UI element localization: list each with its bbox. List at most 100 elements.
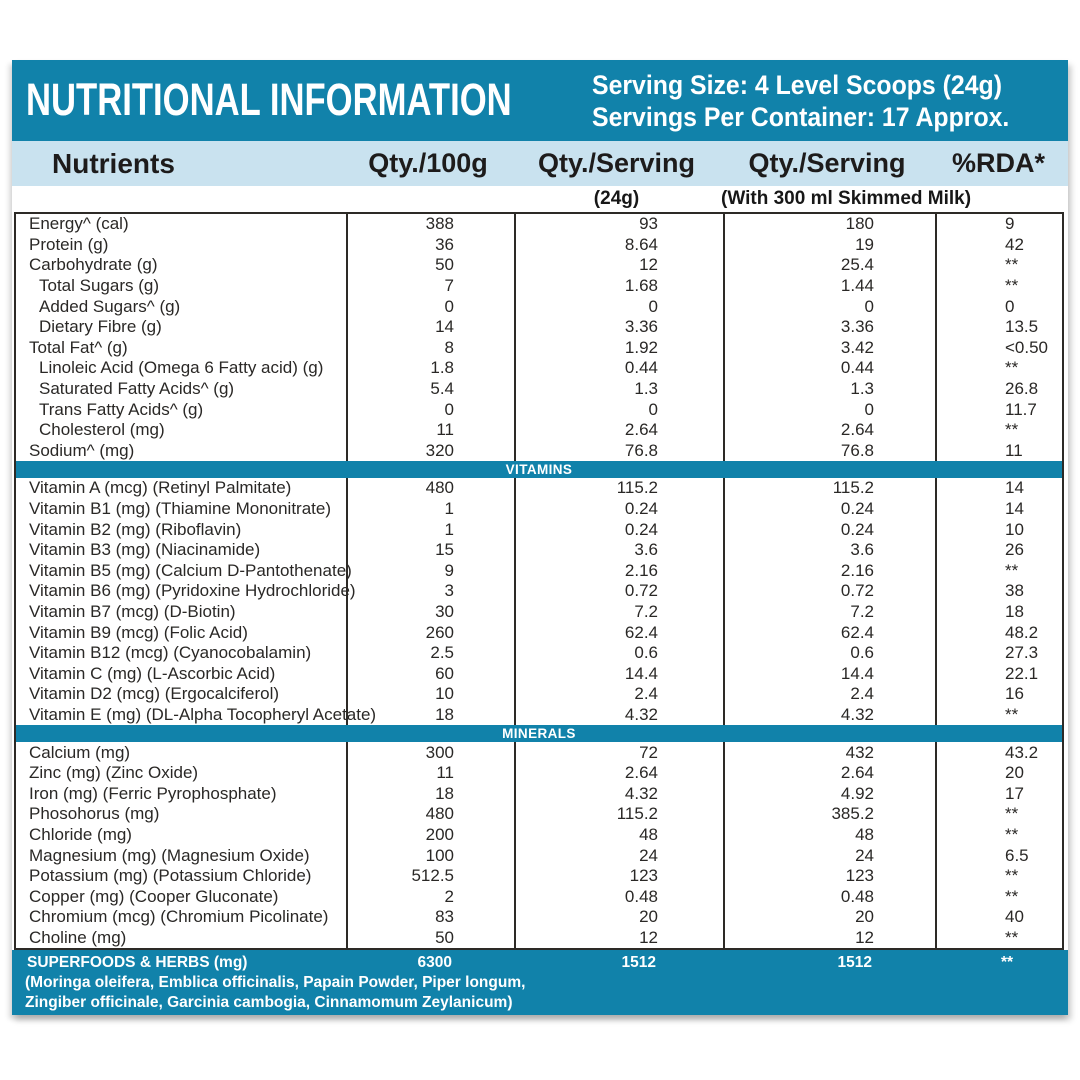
qty-serving-milk-cell: 2.4: [723, 684, 935, 705]
serving-info: Serving Size: 4 Level Scoops (24g) Servi…: [592, 69, 1009, 133]
nutrient-label-cell: Carbohydrate (g): [29, 255, 158, 275]
rda-cell: 22.1: [935, 663, 1066, 685]
table-row: Chromium (mcg) (Chromium Picolinate) 83 20…: [16, 907, 1062, 928]
qty-serving-cell: 62.4: [514, 622, 723, 643]
superfoods-row: SUPERFOODS & HERBS (mg) 6300 1512 1512 *…: [12, 953, 1068, 973]
qty-100g-cell: 18: [346, 783, 514, 805]
superfoods-section: SUPERFOODS & HERBS (mg) 6300 1512 1512 *…: [12, 950, 1068, 1016]
qty-serving-milk-cell: 25.4: [723, 255, 935, 276]
rda-cell: **: [935, 419, 1066, 441]
nutrient-label-cell: Saturated Fatty Acids^ (g): [39, 379, 235, 399]
qty-serving-milk-cell: 0.48: [723, 886, 935, 907]
page-title: NUTRITIONAL INFORMATION: [26, 74, 512, 125]
qty-100g-cell: 300: [346, 742, 514, 763]
qty-100g-cell: 83: [346, 907, 514, 928]
table-row: Copper (mg) (Cooper Gluconate) 2 0.48 0.48 *…: [16, 886, 1062, 907]
table-row: Vitamin B2 (mg) (Riboflavin) 1 0.24 0.24 10: [16, 519, 1062, 540]
qty-serving-milk-cell: 0: [723, 296, 935, 317]
section-band: VITAMINS: [16, 461, 1062, 479]
qty-100g-cell: 11: [346, 419, 514, 441]
rda-cell: **: [935, 275, 1066, 297]
nutrient-label-cell: Trans Fatty Acids^ (g): [39, 399, 204, 419]
qty-serving-cell: 12: [514, 255, 723, 276]
table-row: Energy^ (cal) 388 93 180 9: [16, 214, 1062, 235]
qty-serving-milk-cell: 2.16: [723, 560, 935, 582]
rda-cell: 11.7: [935, 399, 1066, 420]
qty-serving-cell: 20: [514, 907, 723, 928]
table-row: Protein (g) 36 8.64 19 42: [16, 234, 1062, 256]
table-row: Added Sugars^ (g) 0 0 0 0: [16, 296, 1062, 317]
qty-serving-cell: 2.64: [514, 419, 723, 441]
rda-cell: 38: [935, 581, 1066, 602]
nutrient-label-cell: Vitamin B2 (mg) (Riboflavin): [29, 519, 242, 539]
table-row: Choline (mg) 50 12 12 **: [16, 927, 1062, 949]
qty-100g-cell: 512.5: [346, 865, 514, 887]
qty-serving-cell: 7.2: [514, 601, 723, 623]
qty-serving-milk-cell: 4.92: [723, 783, 935, 805]
nutrient-label-cell: Dietary Fibre (g): [39, 317, 162, 337]
rda-cell: <0.50: [935, 337, 1066, 359]
rda-cell: 10: [935, 519, 1066, 540]
qty-serving-milk-cell: 19: [723, 234, 935, 256]
table-row: Chloride (mg) 200 48 48 **: [16, 824, 1062, 846]
rda-cell: 48.2: [935, 622, 1066, 643]
qty-100g-cell: 14: [346, 316, 514, 338]
qty-serving-cell: 3.36: [514, 316, 723, 338]
qty-100g-cell: 480: [346, 804, 514, 825]
qty-100g-cell: 0: [346, 296, 514, 317]
qty-serving-cell: 48: [514, 824, 723, 846]
rda-cell: 0: [935, 296, 1066, 317]
rda-cell: **: [935, 804, 1066, 825]
column-header-row: Nutrients Qty./100g Qty./Serving Qty./Se…: [12, 141, 1068, 186]
qty-serving-milk-cell: 3.6: [723, 539, 935, 561]
column-header-qty-100g: Qty./100g: [368, 148, 488, 178]
table-row: Vitamin E (mg) (DL-Alpha Tocopheryl Acet…: [16, 704, 1062, 726]
nutrient-label-cell: Vitamin E (mg) (DL-Alpha Tocopheryl Acet…: [29, 704, 377, 724]
title-band: NUTRITIONAL INFORMATION Serving Size: 4 …: [12, 60, 1068, 141]
superfoods-ingredients-line1: (Moringa oleifera, Emblica officinalis, …: [25, 974, 526, 992]
table-row: Vitamin B1 (mg) (Thiamine Mononitrate) 1 0…: [16, 498, 1062, 520]
qty-serving-milk-cell: 432: [723, 742, 935, 763]
superfoods-qty-serving: 1512: [621, 954, 656, 972]
qty-100g-cell: 1.8: [346, 358, 514, 379]
qty-100g-cell: 200: [346, 824, 514, 846]
table-row: Vitamin B7 (mcg) (D-Biotin) 30 7.2 7.2 18: [16, 601, 1062, 623]
qty-100g-cell: 50: [346, 255, 514, 276]
qty-serving-cell: 0: [514, 399, 723, 420]
table-row: Iron (mg) (Ferric Pyrophosphate) 18 4.32 4.…: [16, 783, 1062, 805]
rda-cell: 43.2: [935, 742, 1066, 763]
table-row: Trans Fatty Acids^ (g) 0 0 0 11.7: [16, 399, 1062, 420]
nutrient-label-cell: Vitamin B7 (mcg) (D-Biotin): [29, 601, 236, 621]
table-row: Zinc (mg) (Zinc Oxide) 11 2.64 2.64 20: [16, 762, 1062, 784]
qty-serving-cell: 72: [514, 742, 723, 763]
qty-serving-cell: 4.32: [514, 704, 723, 726]
rda-cell: 9: [935, 214, 1066, 235]
qty-serving-milk-cell: 115.2: [723, 478, 935, 499]
qty-serving-milk-cell: 0.6: [723, 642, 935, 664]
qty-serving-milk-cell: 385.2: [723, 804, 935, 825]
qty-serving-cell: 2.64: [514, 762, 723, 784]
nutrient-label-cell: Vitamin A (mcg) (Retinyl Palmitate): [29, 478, 292, 498]
table-row: Vitamin A (mcg) (Retinyl Palmitate) 480 11…: [16, 478, 1062, 499]
qty-serving-cell: 115.2: [514, 804, 723, 825]
qty-100g-cell: 7: [346, 275, 514, 297]
table-row: Total Sugars (g) 7 1.68 1.44 **: [16, 275, 1062, 297]
qty-serving-milk-cell: 180: [723, 214, 935, 235]
rda-cell: 27.3: [935, 642, 1066, 664]
section-band: MINERALS: [16, 725, 1062, 743]
qty-100g-cell: 8: [346, 337, 514, 359]
rda-cell: **: [935, 358, 1066, 379]
qty-serving-milk-cell: 1.3: [723, 378, 935, 400]
table-row: Sodium^ (mg) 320 76.8 76.8 11: [16, 440, 1062, 462]
qty-serving-cell: 0: [514, 296, 723, 317]
rda-cell: 6.5: [935, 845, 1066, 866]
servings-per-container-line: Servings Per Container: 17 Approx.: [592, 102, 1010, 132]
qty-serving-cell: 115.2: [514, 478, 723, 499]
nutrient-label-cell: Chromium (mcg) (Chromium Picolinate): [29, 907, 329, 927]
qty-100g-cell: 11: [346, 762, 514, 784]
table-row: Linoleic Acid (Omega 6 Fatty acid) (g) 1.…: [16, 358, 1062, 379]
qty-serving-cell: 93: [514, 214, 723, 235]
qty-serving-milk-cell: 2.64: [723, 419, 935, 441]
nutrient-label-cell: Vitamin B5 (mg) (Calcium D-Pantothenate): [29, 560, 352, 580]
nutrient-label-cell: Linoleic Acid (Omega 6 Fatty acid) (g): [39, 358, 324, 378]
